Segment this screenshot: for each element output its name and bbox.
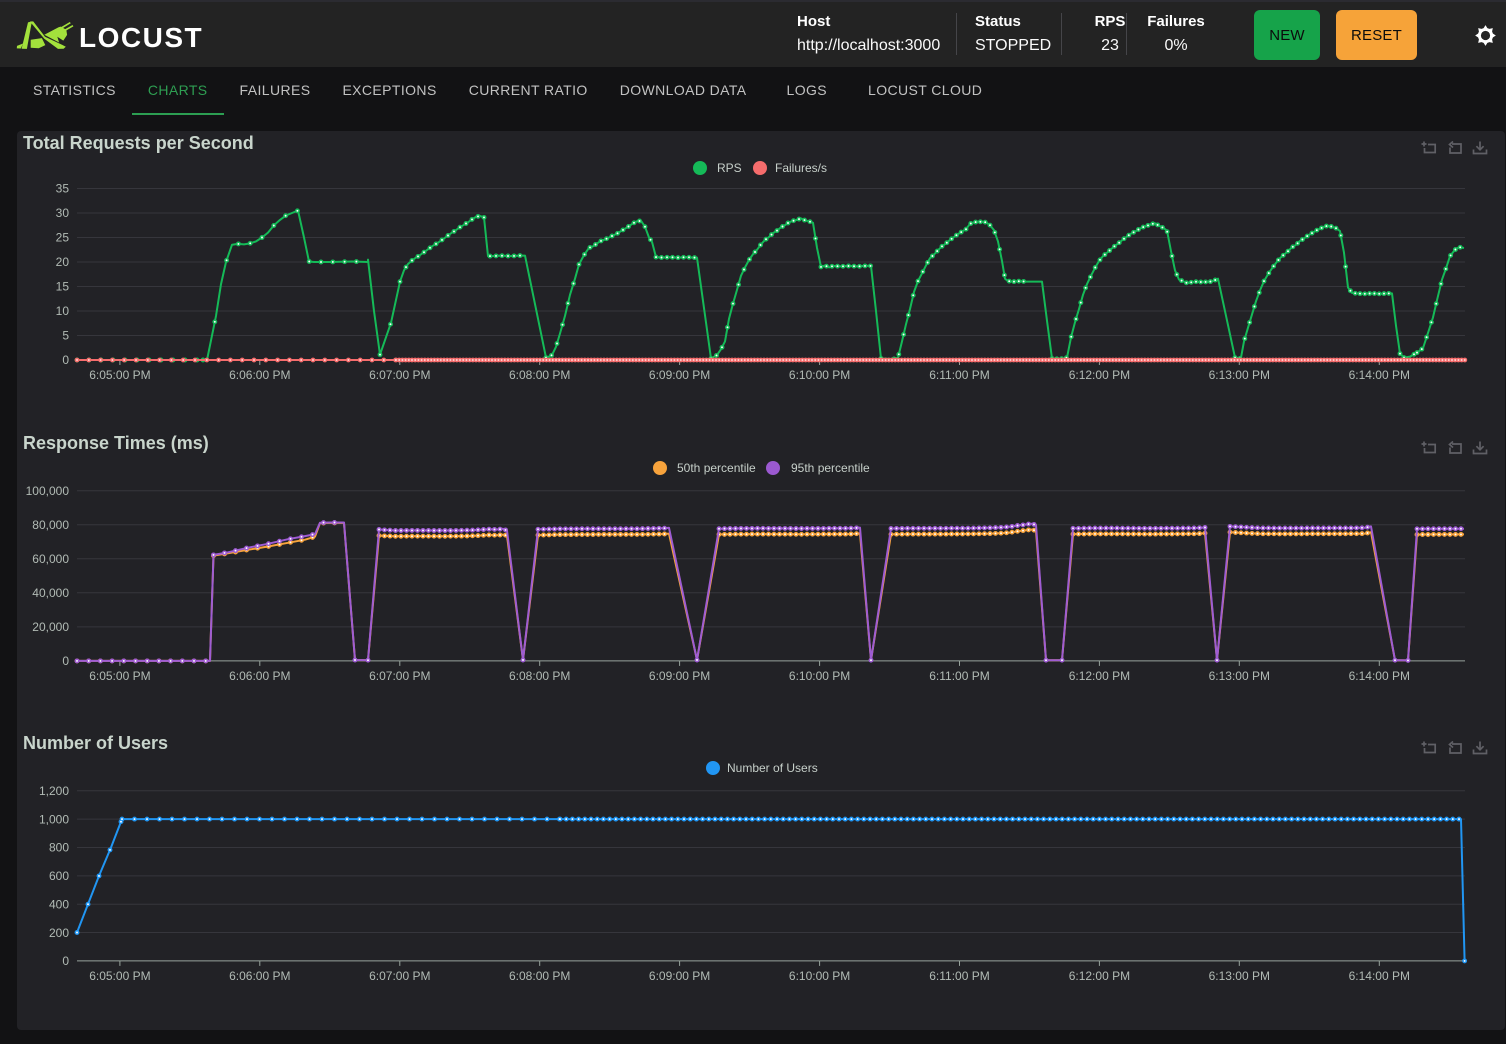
svg-text:800: 800	[49, 841, 69, 855]
svg-text:0: 0	[62, 353, 69, 367]
svg-text:6:10:00 PM: 6:10:00 PM	[789, 669, 850, 683]
svg-text:60,000: 60,000	[32, 552, 69, 566]
svg-text:6:09:00 PM: 6:09:00 PM	[649, 368, 710, 382]
svg-text:400: 400	[49, 897, 69, 911]
svg-text:6:08:00 PM: 6:08:00 PM	[509, 669, 570, 683]
svg-text:6:13:00 PM: 6:13:00 PM	[1209, 368, 1270, 382]
svg-text:6:11:00 PM: 6:11:00 PM	[929, 669, 989, 683]
svg-text:6:10:00 PM: 6:10:00 PM	[789, 368, 850, 382]
svg-text:6:10:00 PM: 6:10:00 PM	[789, 969, 850, 983]
svg-text:6:14:00 PM: 6:14:00 PM	[1349, 669, 1410, 683]
svg-text:5: 5	[62, 329, 69, 343]
svg-text:600: 600	[49, 869, 69, 883]
svg-text:25: 25	[56, 231, 70, 245]
svg-text:40,000: 40,000	[32, 586, 69, 600]
svg-text:6:12:00 PM: 6:12:00 PM	[1069, 368, 1130, 382]
svg-text:30: 30	[56, 206, 70, 220]
svg-text:20,000: 20,000	[32, 620, 69, 634]
svg-text:100,000: 100,000	[26, 484, 70, 498]
svg-text:6:12:00 PM: 6:12:00 PM	[1069, 669, 1130, 683]
svg-text:0: 0	[62, 654, 69, 668]
svg-text:10: 10	[56, 304, 70, 318]
svg-text:6:05:00 PM: 6:05:00 PM	[89, 969, 150, 983]
svg-text:6:13:00 PM: 6:13:00 PM	[1209, 669, 1270, 683]
svg-text:1,000: 1,000	[39, 812, 69, 826]
svg-text:6:09:00 PM: 6:09:00 PM	[649, 669, 710, 683]
svg-text:6:09:00 PM: 6:09:00 PM	[649, 969, 710, 983]
svg-text:6:08:00 PM: 6:08:00 PM	[509, 368, 570, 382]
svg-text:6:13:00 PM: 6:13:00 PM	[1209, 969, 1270, 983]
svg-text:20: 20	[56, 255, 70, 269]
svg-text:6:07:00 PM: 6:07:00 PM	[369, 669, 430, 683]
svg-text:80,000: 80,000	[32, 518, 69, 532]
svg-text:6:14:00 PM: 6:14:00 PM	[1349, 368, 1410, 382]
svg-text:6:06:00 PM: 6:06:00 PM	[229, 969, 290, 983]
svg-text:6:05:00 PM: 6:05:00 PM	[89, 368, 150, 382]
svg-text:6:11:00 PM: 6:11:00 PM	[929, 368, 989, 382]
svg-text:6:08:00 PM: 6:08:00 PM	[509, 969, 570, 983]
svg-text:6:11:00 PM: 6:11:00 PM	[929, 969, 989, 983]
svg-text:6:12:00 PM: 6:12:00 PM	[1069, 969, 1130, 983]
svg-text:200: 200	[49, 926, 69, 940]
svg-text:6:07:00 PM: 6:07:00 PM	[369, 969, 430, 983]
svg-text:15: 15	[56, 280, 70, 294]
svg-text:1,200: 1,200	[39, 784, 69, 798]
svg-text:35: 35	[56, 182, 70, 196]
svg-text:6:05:00 PM: 6:05:00 PM	[89, 669, 150, 683]
svg-text:6:14:00 PM: 6:14:00 PM	[1349, 969, 1410, 983]
svg-text:0: 0	[62, 954, 69, 968]
svg-text:6:07:00 PM: 6:07:00 PM	[369, 368, 430, 382]
svg-text:6:06:00 PM: 6:06:00 PM	[229, 669, 290, 683]
svg-text:6:06:00 PM: 6:06:00 PM	[229, 368, 290, 382]
